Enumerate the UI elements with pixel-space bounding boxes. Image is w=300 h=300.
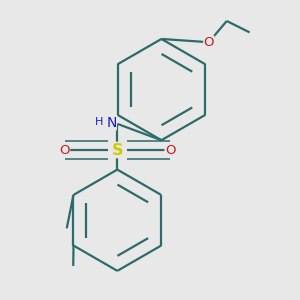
Text: O: O [59,143,70,157]
Text: S: S [112,142,123,158]
Text: H: H [95,117,103,127]
Text: O: O [203,36,214,49]
Text: N: N [106,116,117,130]
Text: O: O [165,143,175,157]
